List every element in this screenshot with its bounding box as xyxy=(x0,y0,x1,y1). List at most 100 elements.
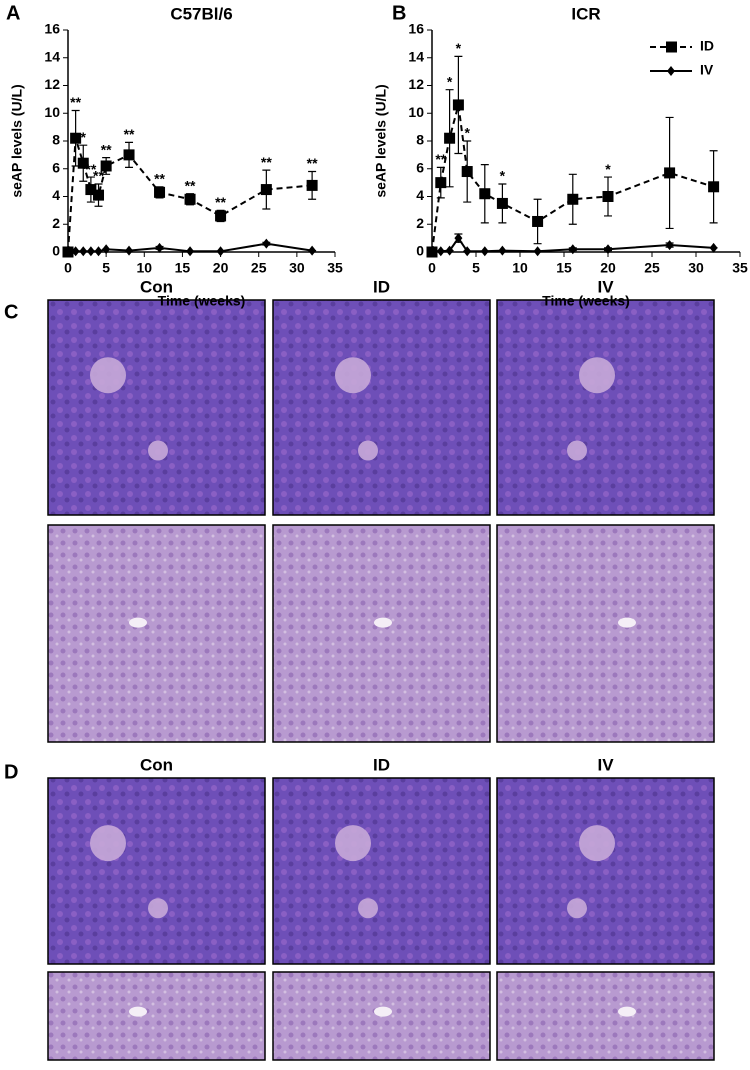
x-tick-label: 35 xyxy=(732,260,748,276)
marker xyxy=(496,197,508,209)
marker xyxy=(568,244,577,255)
marker xyxy=(77,157,89,169)
x-tick-label: 15 xyxy=(556,260,572,276)
y-tick-label: 2 xyxy=(52,215,60,231)
significance-label: ** xyxy=(93,168,104,184)
marker xyxy=(71,246,80,257)
marker xyxy=(93,189,105,201)
y-tick-label: 6 xyxy=(52,159,60,175)
islet xyxy=(90,825,126,862)
series-line xyxy=(431,104,714,253)
y-tick-label: 16 xyxy=(44,21,60,37)
panel-label: C xyxy=(4,301,18,323)
vessel xyxy=(129,617,147,628)
x-tick-label: 25 xyxy=(644,260,660,276)
marker xyxy=(461,166,473,178)
marker xyxy=(463,246,472,257)
marker xyxy=(445,245,454,256)
marker xyxy=(480,246,489,257)
marker xyxy=(602,191,614,202)
marker xyxy=(532,215,544,227)
marker xyxy=(70,132,82,144)
vessel xyxy=(374,617,392,628)
islet xyxy=(567,440,587,461)
legend-marker xyxy=(666,41,677,53)
y-tick-label: 0 xyxy=(416,243,424,259)
x-tick-label: 20 xyxy=(213,260,229,276)
islet xyxy=(148,898,168,919)
marker xyxy=(708,181,720,193)
marker xyxy=(216,246,225,257)
marker xyxy=(215,210,227,222)
histology-image xyxy=(272,777,491,965)
islet xyxy=(358,898,378,919)
histology-image xyxy=(47,299,266,516)
histology-image xyxy=(496,777,715,965)
chart-title: C57Bl/6 xyxy=(170,4,232,23)
y-tick-label: 4 xyxy=(416,187,424,203)
x-axis-label: Time (weeks) xyxy=(158,293,246,309)
significance-label: * xyxy=(456,40,462,56)
y-axis-label: seAP levels (U/L) xyxy=(9,84,25,197)
significance-label: ** xyxy=(307,155,318,171)
y-tick-label: 2 xyxy=(416,215,424,231)
panel-label: B xyxy=(392,2,406,24)
y-tick-label: 4 xyxy=(52,187,60,203)
marker xyxy=(436,246,445,257)
histology-image xyxy=(496,971,715,1061)
marker xyxy=(123,149,135,161)
y-tick-label: 12 xyxy=(44,76,60,92)
y-tick-label: 8 xyxy=(416,132,424,148)
y-tick-label: 0 xyxy=(52,243,60,259)
panel-label: D xyxy=(4,761,18,783)
islet xyxy=(579,825,615,862)
significance-label: * xyxy=(500,168,506,184)
y-tick-label: 6 xyxy=(416,159,424,175)
marker xyxy=(262,238,271,249)
legend-label: ID xyxy=(700,38,714,54)
significance-label: ** xyxy=(185,177,196,193)
marker xyxy=(452,99,464,111)
y-tick-label: 8 xyxy=(52,132,60,148)
islet xyxy=(90,357,126,394)
y-tick-label: 12 xyxy=(408,76,424,92)
x-tick-label: 5 xyxy=(102,260,110,276)
significance-label: * xyxy=(447,73,453,89)
column-header: Con xyxy=(140,755,173,774)
panel-label: A xyxy=(6,2,20,24)
islet xyxy=(358,440,378,461)
marker xyxy=(86,246,95,257)
significance-label: ** xyxy=(261,154,272,170)
column-header: ID xyxy=(373,277,390,296)
column-header: Con xyxy=(140,277,173,296)
significance-label: ** xyxy=(85,161,96,177)
marker xyxy=(85,184,97,196)
islet xyxy=(579,357,615,394)
y-tick-label: 10 xyxy=(44,104,60,120)
significance-label: * xyxy=(464,125,470,141)
marker xyxy=(604,244,612,255)
x-tick-label: 5 xyxy=(472,260,480,276)
vessel xyxy=(618,617,636,628)
significance-label: * xyxy=(81,129,87,145)
marker xyxy=(454,233,463,244)
marker xyxy=(94,246,103,257)
vessel xyxy=(374,1006,392,1017)
significance-label: ** xyxy=(154,170,165,186)
marker xyxy=(184,193,196,205)
x-tick-label: 10 xyxy=(512,260,528,276)
column-header: IV xyxy=(597,277,614,296)
significance-label: ** xyxy=(215,194,226,210)
significance-label: ** xyxy=(124,126,135,142)
marker xyxy=(306,179,318,191)
marker xyxy=(664,167,676,179)
marker xyxy=(64,246,72,257)
legend-label: IV xyxy=(700,62,714,78)
marker xyxy=(444,132,456,144)
marker xyxy=(665,240,674,251)
marker xyxy=(102,244,111,255)
marker xyxy=(125,245,134,256)
x-tick-label: 25 xyxy=(251,260,267,276)
x-axis-label: Time (weeks) xyxy=(542,293,630,309)
